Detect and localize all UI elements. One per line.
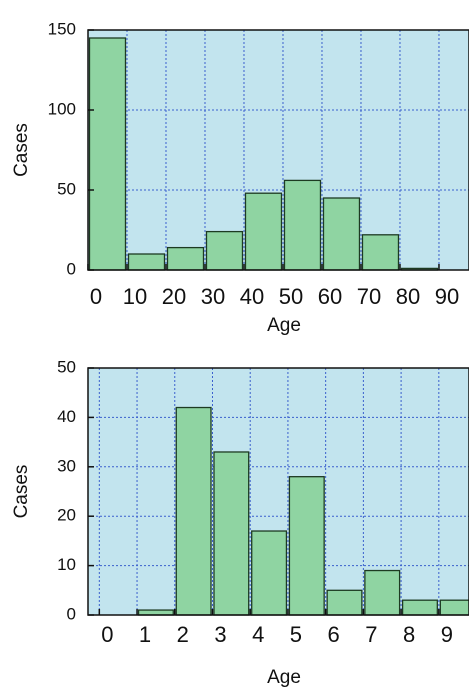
y-tick-label: 30 [57,456,76,475]
x-tick-label: 70 [357,284,381,309]
y-axis-label: Cases [11,465,32,519]
x-tick-label: 90 [435,284,459,309]
bar [244,192,283,271]
x-tick-label: 5 [290,622,302,647]
y-tick-label: 100 [48,99,76,118]
x-tick-label: 6 [328,622,340,647]
x-tick-label: 30 [201,284,225,309]
y-tick-label: 0 [67,259,76,278]
x-tick-label: 1 [139,622,151,647]
bar [401,599,438,616]
y-tick-label: 0 [67,604,76,623]
plot-border [87,29,469,271]
y-tick-label: 50 [57,179,76,198]
bar [175,406,212,616]
x-tick-label: 8 [403,622,415,647]
x-tick-label: 7 [365,622,377,647]
bar [88,37,127,271]
x-tick-label: 0 [101,622,113,647]
bar [213,451,250,616]
plot-border [87,367,469,616]
x-tick-label: 60 [318,284,342,309]
x-tick-label: 2 [177,622,189,647]
x-tick-label: 3 [214,622,226,647]
x-axis-label: Age [267,667,301,688]
bar [283,179,322,271]
x-tick-label: 10 [123,284,147,309]
y-tick-label: 50 [57,357,76,376]
bar [322,197,361,271]
x-tick-label: 9 [441,622,453,647]
x-tick-label: 80 [396,284,420,309]
bar [439,599,469,616]
y-tick-label: 40 [57,407,76,426]
x-tick-label: 40 [240,284,264,309]
x-tick-label: 4 [252,622,264,647]
x-tick-label: 50 [279,284,303,309]
bar [361,234,400,271]
bar [288,476,325,616]
x-tick-label: 20 [162,284,186,309]
x-tick-label: 0 [90,284,102,309]
x-axis-label: Age [267,315,301,336]
bar [251,530,288,616]
bar [166,246,205,271]
bar [127,253,166,271]
y-tick-label: 150 [48,19,76,38]
bar [205,230,244,271]
bar [364,569,401,616]
y-tick-label: 10 [57,555,76,574]
bar [326,589,363,616]
y-axis-label: Cases [11,123,32,177]
y-tick-label: 20 [57,506,76,525]
